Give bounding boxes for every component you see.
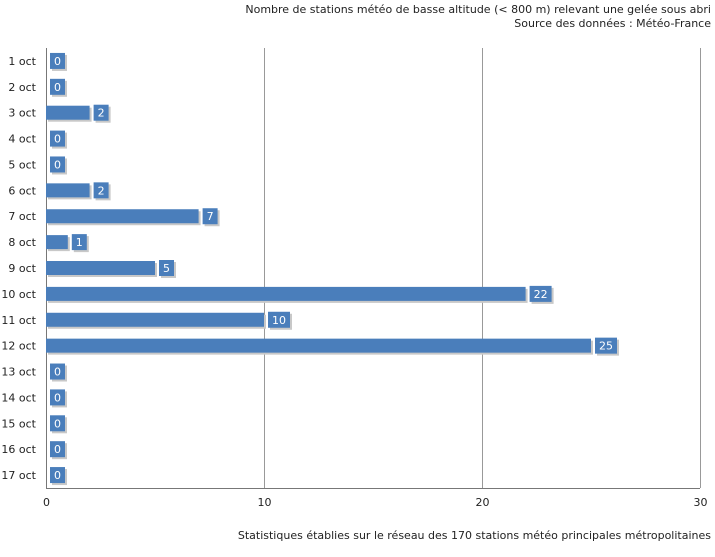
chart-footnote: Statistiques établies sur le réseau des … bbox=[237, 529, 711, 542]
bar bbox=[46, 312, 264, 327]
data-label-box bbox=[50, 130, 65, 147]
y-tick-label: 11 oct bbox=[1, 314, 36, 327]
bar bbox=[46, 286, 526, 301]
data-label-box bbox=[50, 156, 65, 173]
data-label: 0 bbox=[54, 469, 61, 482]
y-tick-label: 17 oct bbox=[1, 469, 36, 482]
y-tick-label: 16 oct bbox=[1, 443, 36, 456]
data-label: 10 bbox=[272, 314, 286, 327]
y-tick-label: 13 oct bbox=[1, 366, 36, 379]
data-label-box bbox=[268, 311, 290, 328]
y-tick-label: 15 oct bbox=[1, 417, 36, 430]
data-label-box bbox=[50, 52, 65, 69]
y-tick-label: 5 oct bbox=[8, 158, 36, 171]
data-label-box bbox=[50, 389, 65, 406]
data-label-box bbox=[595, 337, 617, 354]
x-tick-label: 10 bbox=[258, 496, 272, 509]
bar bbox=[46, 338, 591, 353]
data-label: 25 bbox=[599, 340, 613, 353]
data-label: 0 bbox=[54, 81, 61, 94]
data-label-box bbox=[159, 260, 174, 276]
data-label: 2 bbox=[98, 184, 105, 197]
data-label-box bbox=[50, 363, 65, 380]
x-tick-label: 30 bbox=[694, 496, 708, 509]
data-label: 0 bbox=[54, 55, 61, 68]
bar bbox=[46, 261, 155, 275]
y-tick-label: 10 oct bbox=[1, 288, 36, 301]
y-tick-label: 12 oct bbox=[1, 340, 36, 353]
data-label-box bbox=[93, 104, 109, 121]
bar bbox=[46, 209, 199, 224]
y-tick-label: 7 oct bbox=[8, 210, 36, 223]
data-label-box bbox=[50, 467, 65, 484]
data-label: 0 bbox=[54, 366, 61, 379]
chart-subtitle: Source des données : Météo-France bbox=[514, 17, 711, 30]
data-label-box bbox=[50, 78, 65, 95]
data-label-box bbox=[71, 234, 87, 251]
bar bbox=[46, 183, 90, 198]
data-label: 7 bbox=[207, 210, 214, 223]
data-label: 22 bbox=[534, 288, 548, 301]
y-tick-label: 9 oct bbox=[8, 262, 36, 275]
y-tick-label: 2 oct bbox=[8, 81, 36, 94]
data-label: 5 bbox=[163, 262, 170, 275]
data-label-box bbox=[50, 441, 65, 458]
data-label-box bbox=[50, 415, 65, 432]
data-label: 0 bbox=[54, 158, 61, 171]
y-tick-label: 6 oct bbox=[8, 184, 36, 197]
bar bbox=[46, 235, 68, 250]
y-tick-label: 4 oct bbox=[8, 133, 36, 146]
data-label: 0 bbox=[54, 417, 61, 430]
bar bbox=[46, 105, 90, 120]
y-tick-label: 14 oct bbox=[1, 391, 36, 404]
data-label: 2 bbox=[98, 107, 105, 120]
data-label: 0 bbox=[54, 391, 61, 404]
chart-title: Nombre de stations météo de basse altitu… bbox=[245, 3, 711, 16]
x-tick-label: 0 bbox=[43, 496, 50, 509]
y-tick-label: 3 oct bbox=[8, 107, 36, 120]
data-label-box bbox=[93, 182, 109, 199]
data-label: 0 bbox=[54, 133, 61, 146]
data-label-box bbox=[529, 285, 552, 302]
y-tick-label: 1 oct bbox=[8, 55, 36, 68]
data-label: 0 bbox=[54, 443, 61, 456]
data-label: 1 bbox=[76, 236, 83, 249]
data-label-box bbox=[202, 208, 218, 225]
x-tick-label: 20 bbox=[476, 496, 490, 509]
y-tick-label: 8 oct bbox=[8, 236, 36, 249]
